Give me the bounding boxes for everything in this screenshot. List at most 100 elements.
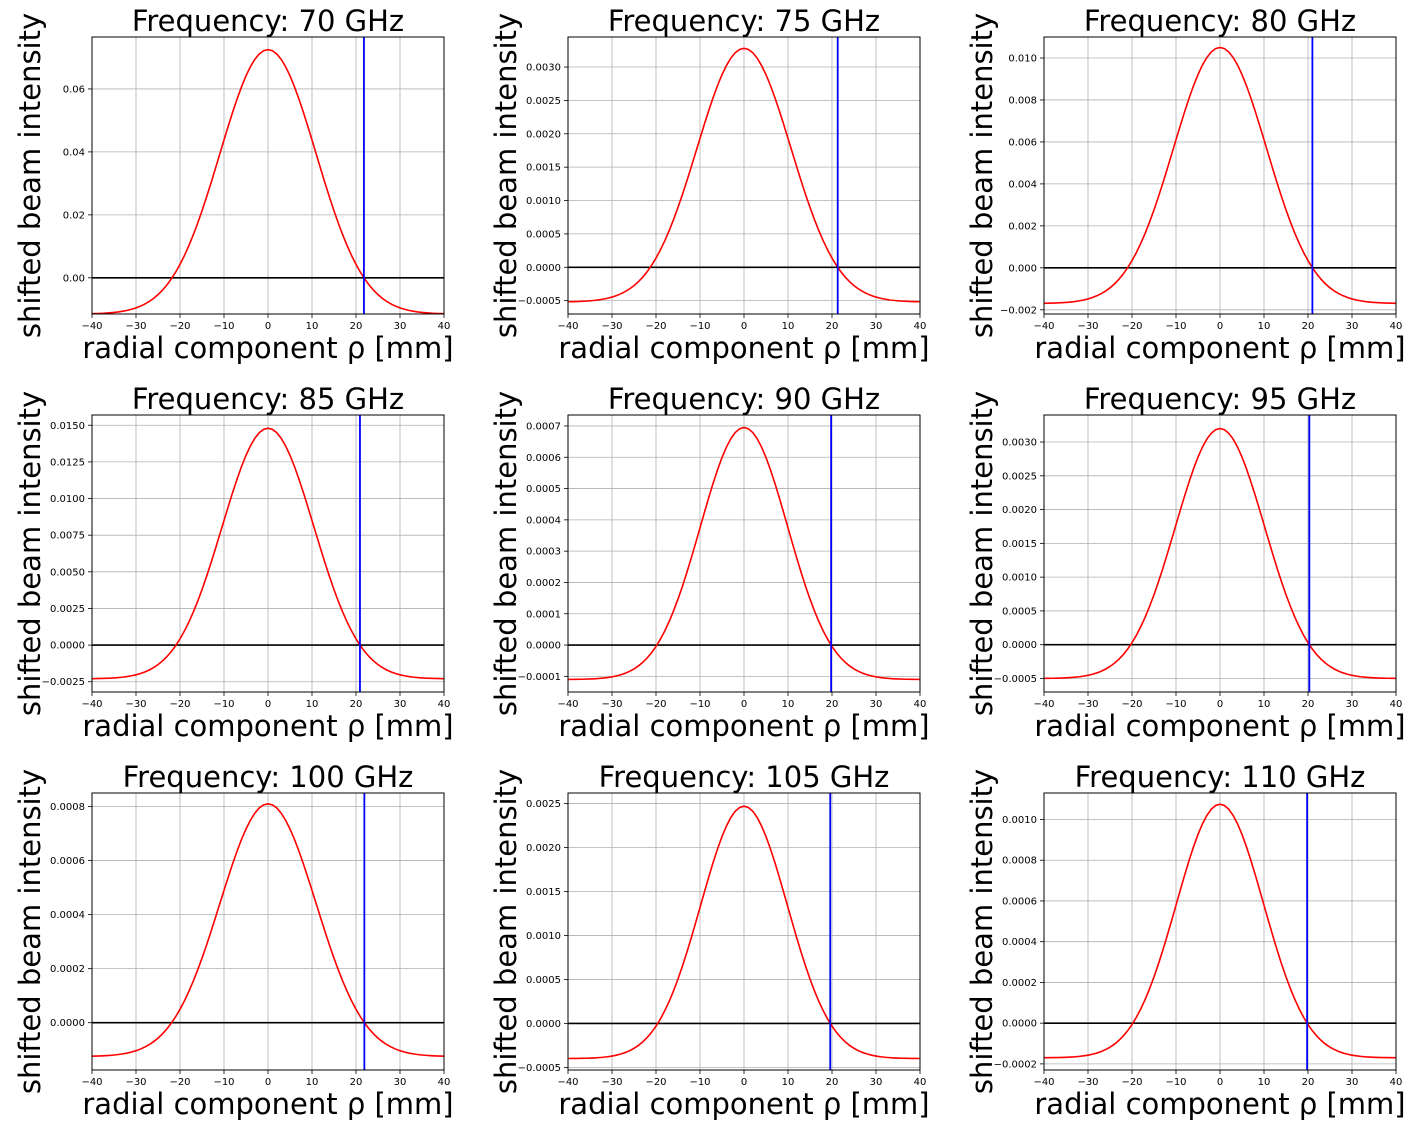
y-tick-label: 0.0008: [50, 802, 85, 813]
y-tick-label: 0.0015: [526, 887, 561, 898]
y-tick-label: 0.02: [63, 210, 85, 221]
x-tick-label: 0: [1217, 1077, 1223, 1088]
intensity-curve: [567, 47, 921, 303]
x-tick-label: 30: [394, 699, 407, 710]
x-tick-label: −40: [1033, 1077, 1054, 1088]
x-axis-label: radial component ρ [mm]: [82, 1087, 453, 1121]
x-tick-label: −40: [81, 321, 102, 332]
x-tick-label: 0: [741, 699, 747, 710]
x-tick-label: 30: [870, 321, 883, 332]
subplot-9: −40 −30 −20 −10 0 10 20 30 40 −0.0002 0.0000 0.0002…: [965, 760, 1406, 1121]
x-tick-label: 10: [782, 321, 795, 332]
y-tick-label: 0.0004: [50, 910, 85, 921]
x-tick-label: 20: [1302, 321, 1315, 332]
y-tick-label: 0.006: [1008, 137, 1037, 148]
y-tick-label: 0.06: [63, 84, 85, 95]
y-tick-label: 0.0075: [50, 531, 85, 542]
x-tick-label: 20: [350, 1077, 363, 1088]
x-tick-label: −30: [1077, 321, 1098, 332]
subplot-title: Frequency: 105 GHz: [599, 760, 890, 794]
x-tick-label: −10: [213, 699, 234, 710]
x-tick-label: −30: [125, 321, 146, 332]
y-tick-label: 0.0030: [1002, 438, 1037, 449]
x-tick-label: 10: [306, 1077, 319, 1088]
intensity-curve: [567, 805, 921, 1060]
y-tick-label: 0.0015: [1002, 539, 1037, 550]
x-tick-label: 40: [914, 321, 927, 332]
x-tick-label: 10: [306, 321, 319, 332]
y-axis-label: shifted beam intensity: [489, 391, 523, 716]
x-tick-label: −20: [1121, 699, 1142, 710]
x-tick-label: 20: [350, 699, 363, 710]
y-tick-label: 0.0020: [526, 129, 561, 140]
x-axis-label: radial component ρ [mm]: [558, 709, 929, 743]
x-tick-label: 20: [1302, 1077, 1315, 1088]
x-tick-label: 20: [1302, 699, 1315, 710]
subplot-1: −40 −30 −20 −10 0 10 20 30 40 0.00 0.02 0.04 0.06 Fre…: [13, 4, 454, 365]
y-tick-label: 0.0002: [1002, 978, 1037, 989]
subplot-title: Frequency: 70 GHz: [132, 4, 404, 38]
y-tick-label: 0.0008: [1002, 856, 1037, 867]
subplot-title: Frequency: 95 GHz: [1084, 382, 1356, 416]
x-tick-label: 10: [1258, 699, 1271, 710]
x-tick-label: −10: [689, 699, 710, 710]
y-tick-label: 0.0005: [526, 975, 561, 986]
x-tick-label: 20: [826, 1077, 839, 1088]
x-axis-label: radial component ρ [mm]: [1034, 331, 1405, 365]
subplot-title: Frequency: 75 GHz: [608, 4, 880, 38]
x-tick-label: −20: [1121, 1077, 1142, 1088]
subplot-5: −40 −30 −20 −10 0 10 20 30 40 −0.0001 0.0000 0.0001…: [489, 382, 930, 743]
x-tick-label: 0: [265, 1077, 271, 1088]
y-tick-label: 0.0006: [1002, 896, 1037, 907]
y-tick-label: 0.0000: [526, 641, 561, 652]
y-tick-label: 0.0005: [1002, 606, 1037, 617]
x-axis-label: radial component ρ [mm]: [558, 1087, 929, 1121]
x-tick-label: 0: [1217, 699, 1223, 710]
y-tick-label: −0.0002: [994, 1059, 1037, 1070]
x-tick-label: 30: [1346, 699, 1359, 710]
subplot-6: −40 −30 −20 −10 0 10 20 30 40 −0.0005 0.0000 0.0005…: [965, 382, 1406, 743]
x-tick-label: 20: [350, 321, 363, 332]
x-tick-label: 40: [914, 1077, 927, 1088]
y-tick-label: 0.0004: [1002, 937, 1037, 948]
y-tick-label: 0.0015: [526, 163, 561, 174]
x-tick-label: −30: [601, 1077, 622, 1088]
y-axis-label: shifted beam intensity: [13, 391, 47, 716]
y-axis-label: shifted beam intensity: [13, 13, 47, 338]
subplot-title: Frequency: 90 GHz: [608, 382, 880, 416]
x-axis-label: radial component ρ [mm]: [82, 331, 453, 365]
y-tick-label: −0.0005: [518, 296, 561, 307]
y-tick-label: 0.0003: [526, 547, 561, 558]
x-tick-label: −30: [601, 699, 622, 710]
x-tick-label: −40: [1033, 321, 1054, 332]
y-tick-label: 0.0001: [526, 609, 561, 620]
x-tick-label: −40: [557, 699, 578, 710]
y-tick-label: 0.0150: [50, 421, 85, 432]
x-tick-label: −40: [557, 321, 578, 332]
y-axis-label: shifted beam intensity: [489, 13, 523, 338]
x-tick-label: −20: [169, 699, 190, 710]
x-tick-label: 10: [1258, 321, 1271, 332]
x-tick-label: 30: [870, 699, 883, 710]
x-tick-label: 40: [1390, 699, 1403, 710]
subplot-2: −40 −30 −20 −10 0 10 20 30 40 −0.0005 0.0000 0.0005…: [489, 4, 930, 365]
subplot-title: Frequency: 80 GHz: [1084, 4, 1356, 38]
x-tick-label: 40: [438, 1077, 451, 1088]
y-tick-label: 0.0010: [526, 931, 561, 942]
x-tick-label: 30: [870, 1077, 883, 1088]
y-tick-label: 0.0007: [526, 421, 561, 432]
x-tick-label: −10: [1165, 1077, 1186, 1088]
x-axis-label: radial component ρ [mm]: [558, 331, 929, 365]
x-tick-label: −30: [601, 321, 622, 332]
x-tick-label: 0: [265, 699, 271, 710]
y-tick-label: 0.0000: [1002, 1019, 1037, 1030]
y-tick-label: 0.0030: [526, 63, 561, 74]
y-tick-label: 0.004: [1008, 179, 1037, 190]
x-tick-label: −40: [81, 1077, 102, 1088]
y-tick-label: −0.002: [1000, 305, 1037, 316]
subplot-4: −40 −30 −20 −10 0 10 20 30 40 −0.0025 0.0000 0.0025…: [13, 382, 454, 743]
subplot-8: −40 −30 −20 −10 0 10 20 30 40 −0.0005 0.0000 0.0005…: [489, 760, 930, 1121]
y-tick-label: 0.0006: [526, 453, 561, 464]
y-tick-label: −0.0001: [518, 672, 561, 683]
y-tick-label: 0.0000: [50, 1018, 85, 1029]
